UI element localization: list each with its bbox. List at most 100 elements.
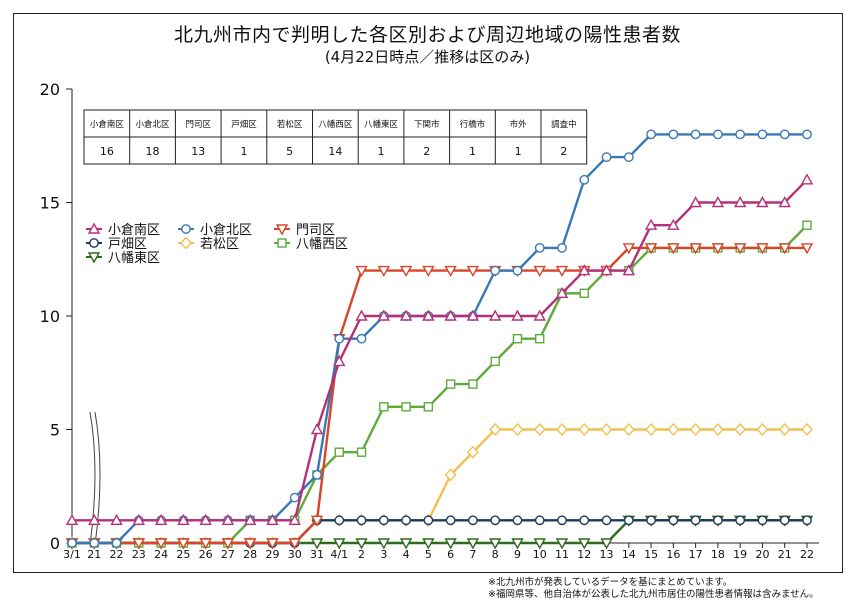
table-header-cell: 若松区 — [277, 119, 303, 130]
series-line — [72, 246, 807, 545]
data-point — [334, 333, 345, 344]
data-point — [132, 538, 146, 550]
x-tick-label: 17 — [689, 548, 703, 561]
legend-marker — [181, 224, 191, 234]
x-tick-label: 19 — [733, 548, 747, 561]
data-point — [757, 129, 768, 140]
table-value-cell: 16 — [100, 145, 114, 158]
data-point — [533, 422, 546, 437]
data-point — [667, 218, 680, 230]
legend-label: 小倉南区 — [108, 222, 160, 238]
data-point — [601, 152, 612, 163]
x-tick-label: 18 — [711, 548, 725, 561]
data-point — [534, 242, 545, 253]
data-point — [399, 309, 413, 321]
series-1 — [65, 173, 814, 525]
data-point — [266, 538, 279, 550]
data-point — [310, 423, 324, 435]
data-point — [423, 402, 434, 412]
x-tick-label: 27 — [221, 548, 235, 561]
x-tick-label: 10 — [533, 548, 547, 561]
data-point — [289, 492, 300, 503]
data-point — [511, 538, 524, 550]
data-point — [132, 513, 146, 525]
table-header-cell: 調査中 — [551, 119, 577, 130]
data-point — [690, 129, 701, 140]
data-point — [757, 515, 768, 526]
data-point — [778, 243, 791, 255]
legend-label: 小倉北区 — [200, 223, 252, 238]
data-point — [154, 513, 168, 525]
data-point — [401, 515, 411, 526]
data-point — [622, 243, 636, 255]
table-header-cell: 下関市 — [414, 119, 440, 130]
data-point — [422, 538, 435, 550]
data-point — [579, 288, 589, 298]
data-point — [356, 515, 367, 526]
table-value-cell: 2 — [560, 145, 567, 158]
data-point — [623, 515, 634, 526]
x-tick-label: 6 — [447, 548, 454, 561]
data-point — [468, 379, 478, 389]
data-point — [333, 354, 346, 367]
data-point — [733, 196, 747, 208]
data-point — [310, 515, 324, 527]
data-point — [802, 220, 812, 230]
data-point — [646, 129, 656, 140]
data-point — [579, 515, 590, 526]
data-point — [199, 513, 212, 525]
data-point — [333, 538, 346, 550]
data-point — [600, 538, 613, 550]
x-tick-label: 16 — [666, 548, 680, 561]
x-tick-label: 7 — [469, 548, 476, 561]
data-point — [65, 513, 79, 525]
data-point — [533, 309, 546, 321]
data-point — [512, 265, 523, 276]
data-point — [778, 196, 791, 208]
y-tick-label: 20 — [40, 80, 60, 99]
data-point — [490, 265, 501, 276]
data-point — [377, 538, 391, 550]
data-point — [668, 515, 679, 526]
legend-marker — [277, 238, 287, 248]
table-header-cell: 戸畑区 — [231, 120, 257, 130]
data-point — [556, 422, 568, 437]
data-point — [355, 265, 368, 278]
data-point — [779, 515, 790, 526]
data-point — [243, 513, 257, 525]
data-point — [555, 538, 569, 550]
table-header-cell: 門司区 — [185, 120, 211, 130]
series-line — [72, 133, 807, 545]
data-point — [445, 515, 456, 526]
data-point — [422, 309, 435, 321]
data-point — [800, 173, 814, 185]
data-point — [288, 538, 301, 550]
data-point — [266, 513, 279, 525]
data-point — [154, 538, 168, 550]
data-point — [399, 265, 413, 278]
data-point — [445, 379, 456, 389]
data-point — [88, 513, 101, 525]
x-tick-label: 3/1 — [63, 548, 81, 561]
y-tick-label: 5 — [50, 421, 60, 440]
data-point — [734, 422, 747, 437]
data-point — [645, 422, 658, 437]
table-value-cell: 1 — [515, 145, 522, 158]
data-point — [533, 265, 546, 278]
table-header-cell: 小倉北区 — [136, 119, 171, 130]
data-point — [356, 333, 367, 344]
x-tick-label: 30 — [288, 548, 302, 561]
data-point — [422, 265, 435, 278]
table-value-cell: 14 — [328, 145, 342, 158]
data-point — [511, 422, 524, 437]
x-tick-label: 8 — [492, 548, 499, 561]
x-tick-label: 4/1 — [330, 548, 348, 561]
x-tick-label: 26 — [199, 548, 213, 561]
footnote-2: ※福岡県等、他自治体が公表した北九州市居住の陽性患者情報は含みません。 — [488, 589, 819, 600]
x-tick-label: 21 — [778, 548, 792, 561]
data-point — [512, 515, 523, 526]
data-point — [600, 264, 613, 276]
legend-marker — [89, 238, 99, 248]
data-point — [756, 243, 769, 255]
